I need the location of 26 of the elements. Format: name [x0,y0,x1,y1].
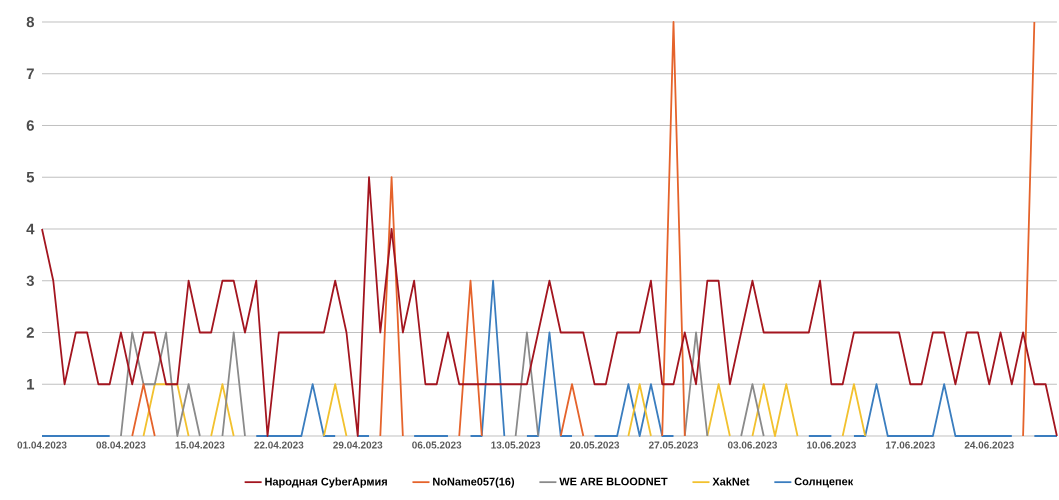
y-tick-label: 2 [26,327,34,338]
x-tick-label: 15.04.2023 [175,441,225,449]
x-tick-label: 13.05.2023 [491,441,541,449]
x-tick-label: 01.04.2023 [17,441,67,449]
x-tick-label: 20.05.2023 [569,441,620,449]
x-tick-label: 24.06.2023 [964,441,1014,449]
legend-label: Народная CyberАрмия [265,477,387,488]
y-tick-label: 8 [26,16,35,28]
x-tick-label: 06.05.2023 [412,441,462,449]
x-tick-label: 27.05.2023 [648,441,699,449]
y-tick-label: 4 [26,223,35,235]
y-tick-label: 6 [26,120,34,131]
y-tick-label: 5 [26,172,35,183]
x-tick-label: 10.06.2023 [807,441,856,449]
x-tick-label: 29.04.2023 [333,441,383,449]
legend-label: WE ARE BLOODNET [559,477,668,486]
legend-label: XakNet [712,477,750,486]
legend-label: NoName057(16) [433,477,515,488]
y-tick-label: 3 [26,275,34,287]
x-tick-label: 08.04.2023 [96,441,146,449]
x-tick-label: 17.06.2023 [886,441,935,449]
legend-label: Солнцепек [794,477,854,488]
y-tick-label: 7 [26,68,34,79]
y-tick-label: 1 [27,379,35,390]
x-tick-label: 22.04.2023 [254,441,304,449]
x-tick-label: 03.06.2023 [727,441,778,449]
